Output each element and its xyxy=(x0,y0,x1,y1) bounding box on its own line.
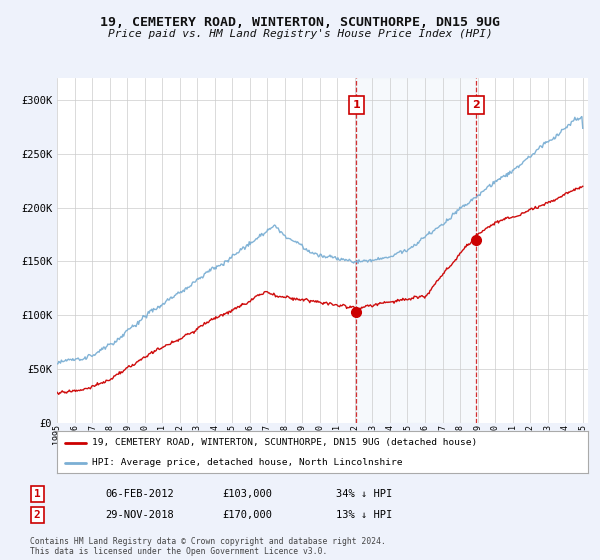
Text: 1: 1 xyxy=(353,100,361,110)
Text: 29-NOV-2018: 29-NOV-2018 xyxy=(105,510,174,520)
Bar xyxy=(356,78,476,423)
Text: 34% ↓ HPI: 34% ↓ HPI xyxy=(336,489,392,499)
Text: 13% ↓ HPI: 13% ↓ HPI xyxy=(336,510,392,520)
Text: 19, CEMETERY ROAD, WINTERTON, SCUNTHORPE, DN15 9UG (detached house): 19, CEMETERY ROAD, WINTERTON, SCUNTHORPE… xyxy=(92,438,477,447)
Text: 06-FEB-2012: 06-FEB-2012 xyxy=(105,489,174,499)
Text: Contains HM Land Registry data © Crown copyright and database right 2024.
This d: Contains HM Land Registry data © Crown c… xyxy=(30,536,386,556)
Text: 1: 1 xyxy=(34,489,41,499)
Text: Price paid vs. HM Land Registry's House Price Index (HPI): Price paid vs. HM Land Registry's House … xyxy=(107,29,493,39)
Text: £103,000: £103,000 xyxy=(222,489,272,499)
Text: HPI: Average price, detached house, North Lincolnshire: HPI: Average price, detached house, Nort… xyxy=(92,458,402,467)
Text: £170,000: £170,000 xyxy=(222,510,272,520)
Text: 2: 2 xyxy=(472,100,480,110)
Text: 19, CEMETERY ROAD, WINTERTON, SCUNTHORPE, DN15 9UG: 19, CEMETERY ROAD, WINTERTON, SCUNTHORPE… xyxy=(100,16,500,29)
Text: 2: 2 xyxy=(34,510,41,520)
